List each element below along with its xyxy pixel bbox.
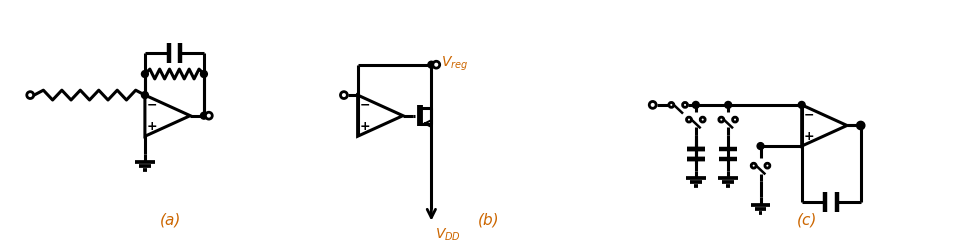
Circle shape — [719, 117, 724, 122]
Text: (b): (b) — [478, 213, 499, 228]
Text: −: − — [803, 108, 814, 121]
Circle shape — [26, 92, 33, 98]
Circle shape — [751, 163, 756, 168]
Circle shape — [683, 102, 688, 107]
Circle shape — [200, 112, 207, 119]
Circle shape — [433, 61, 440, 68]
Circle shape — [142, 92, 149, 98]
Text: (a): (a) — [160, 213, 181, 228]
Circle shape — [733, 117, 738, 122]
Circle shape — [693, 101, 700, 108]
Circle shape — [205, 112, 212, 119]
Text: −: − — [360, 98, 369, 111]
Circle shape — [857, 122, 864, 129]
Circle shape — [142, 71, 149, 77]
Circle shape — [701, 117, 705, 122]
Text: $V_{reg}$: $V_{reg}$ — [442, 55, 468, 73]
Circle shape — [757, 143, 764, 150]
Circle shape — [428, 61, 435, 68]
Circle shape — [340, 92, 348, 98]
Circle shape — [798, 101, 805, 108]
Circle shape — [725, 101, 732, 108]
Text: +: + — [147, 120, 157, 133]
Text: (c): (c) — [797, 213, 818, 228]
Text: −: − — [147, 98, 157, 111]
Circle shape — [669, 102, 674, 107]
Circle shape — [857, 122, 864, 129]
Circle shape — [200, 71, 207, 77]
Text: +: + — [803, 130, 814, 143]
Text: +: + — [360, 120, 370, 133]
Circle shape — [687, 117, 692, 122]
Circle shape — [650, 101, 657, 108]
Circle shape — [765, 163, 770, 168]
Text: $V_{DD}$: $V_{DD}$ — [436, 227, 461, 243]
